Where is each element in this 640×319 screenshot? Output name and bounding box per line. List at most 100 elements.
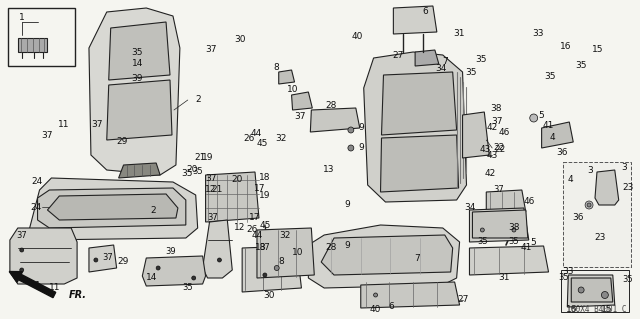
Text: 38: 38 (508, 224, 520, 233)
Text: 43: 43 (486, 151, 498, 160)
Text: 20: 20 (232, 175, 243, 184)
Text: S0X4 B4001 C: S0X4 B4001 C (572, 305, 627, 314)
Text: 4: 4 (549, 133, 555, 142)
Text: 1: 1 (19, 13, 24, 23)
Circle shape (481, 228, 484, 232)
Text: 37: 37 (17, 231, 27, 240)
Text: 41: 41 (543, 121, 554, 130)
Text: 33: 33 (563, 268, 574, 277)
Polygon shape (310, 108, 360, 132)
Text: 30: 30 (235, 35, 246, 44)
Polygon shape (278, 70, 294, 84)
Text: 7: 7 (414, 254, 420, 263)
Text: 35: 35 (465, 68, 476, 77)
Circle shape (20, 268, 24, 272)
Text: 17: 17 (253, 184, 265, 193)
Polygon shape (415, 50, 439, 66)
Text: 2: 2 (195, 95, 200, 105)
Text: 45: 45 (256, 139, 268, 148)
Text: 44: 44 (250, 129, 262, 138)
Polygon shape (470, 246, 548, 275)
Text: 9: 9 (344, 200, 350, 209)
Text: 10: 10 (292, 248, 304, 256)
Polygon shape (203, 220, 232, 278)
Text: 12: 12 (234, 224, 245, 233)
Text: 7: 7 (442, 57, 447, 66)
Text: 35: 35 (544, 72, 556, 81)
Polygon shape (364, 52, 467, 202)
Text: 28: 28 (326, 243, 337, 252)
Polygon shape (572, 278, 612, 302)
Text: 14: 14 (147, 273, 157, 283)
Text: 13: 13 (323, 165, 334, 174)
Polygon shape (567, 275, 615, 307)
Text: 21: 21 (212, 186, 223, 195)
Text: 3: 3 (622, 164, 627, 173)
Text: 23: 23 (622, 183, 634, 192)
Circle shape (530, 114, 538, 122)
Text: 37: 37 (205, 45, 216, 54)
Text: 39: 39 (166, 248, 176, 256)
Text: 37: 37 (91, 120, 102, 129)
Text: 37: 37 (259, 243, 270, 253)
Text: 30: 30 (263, 291, 275, 300)
Text: 37: 37 (493, 186, 504, 195)
Circle shape (348, 127, 354, 133)
Polygon shape (18, 38, 47, 52)
Text: 22: 22 (494, 145, 506, 154)
Polygon shape (470, 208, 529, 242)
Polygon shape (381, 135, 459, 192)
Text: 1: 1 (35, 281, 41, 290)
Polygon shape (472, 210, 528, 238)
Text: 26: 26 (243, 134, 254, 143)
Text: 4: 4 (568, 175, 573, 184)
Text: 35: 35 (131, 48, 142, 57)
Circle shape (218, 258, 221, 262)
Text: 45: 45 (259, 221, 271, 231)
Circle shape (192, 276, 196, 280)
Polygon shape (38, 188, 186, 228)
Text: 37: 37 (103, 254, 113, 263)
Text: FR.: FR. (69, 290, 87, 300)
Text: 35: 35 (181, 169, 193, 178)
Text: 11: 11 (58, 120, 69, 129)
Polygon shape (242, 246, 301, 292)
Text: 35: 35 (622, 276, 633, 285)
Text: 24: 24 (30, 203, 41, 211)
Circle shape (156, 266, 160, 270)
Text: 9: 9 (359, 144, 365, 152)
Text: 27: 27 (457, 295, 468, 305)
Polygon shape (89, 245, 116, 272)
Text: 10: 10 (287, 85, 298, 94)
Text: 28: 28 (325, 100, 337, 109)
Bar (8, 8, 75, 66)
Text: 21: 21 (194, 153, 205, 162)
Polygon shape (205, 172, 259, 222)
Circle shape (20, 248, 24, 252)
Polygon shape (321, 235, 452, 275)
Text: 31: 31 (454, 29, 465, 38)
Text: 12: 12 (205, 185, 216, 194)
Text: 29: 29 (118, 257, 129, 266)
Text: 46: 46 (499, 128, 510, 137)
Bar (563, 162, 630, 267)
Circle shape (587, 203, 591, 207)
Polygon shape (257, 228, 314, 278)
Text: 5: 5 (539, 110, 545, 120)
Text: 18: 18 (259, 173, 270, 182)
Text: 19: 19 (202, 153, 214, 162)
Polygon shape (463, 112, 489, 158)
Text: 20: 20 (186, 165, 197, 174)
Text: 3: 3 (588, 166, 593, 175)
Text: 36: 36 (572, 213, 584, 222)
Text: 43: 43 (479, 145, 491, 154)
Circle shape (374, 293, 378, 297)
Text: 32: 32 (279, 231, 291, 240)
Polygon shape (109, 22, 170, 80)
Text: 23: 23 (594, 233, 605, 242)
Text: 8: 8 (274, 63, 280, 72)
Text: 19: 19 (259, 190, 271, 199)
Text: 16: 16 (566, 306, 577, 315)
Text: 41: 41 (520, 243, 532, 252)
Text: 35: 35 (477, 238, 488, 247)
